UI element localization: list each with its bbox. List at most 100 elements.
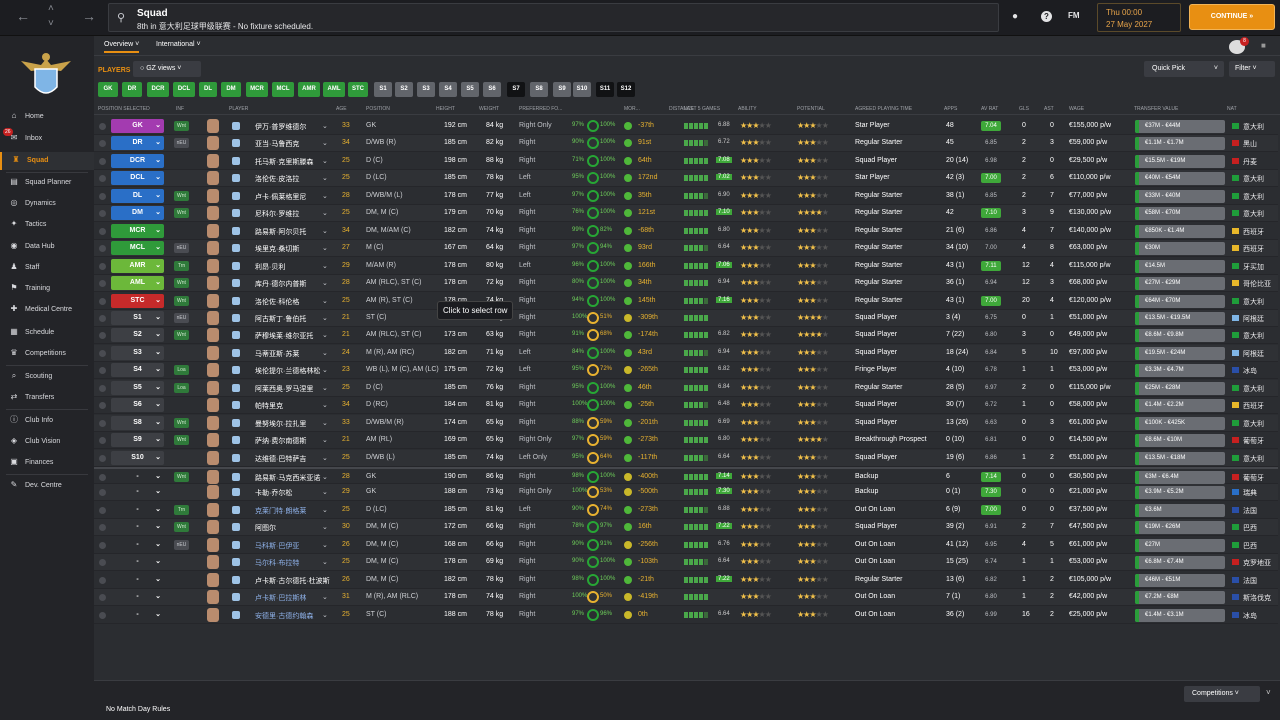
player-name[interactable]: 阿图尔 (255, 525, 276, 533)
table-row[interactable]: - ⌄ nEU 马科斯·巴伊亚 ⌄ 26 DM, M (C) 168 cm 66 kg Right… (94, 537, 1278, 554)
player-name[interactable]: 萨穆埃莱·维尔亚托 (255, 333, 314, 341)
table-row[interactable]: GK ⌄ Wnt 伊万·普罗维德尔 ⌄ 33 GK 192 cm 84 kg Right Only… (94, 118, 1278, 135)
row-select-checkbox[interactable] (99, 140, 106, 148)
row-select-checkbox[interactable] (99, 454, 106, 462)
player-name[interactable]: 克莱门特·朗格莱 (255, 507, 307, 515)
row-select-checkbox[interactable] (99, 367, 106, 375)
column-header[interactable]: DISTANCE (669, 106, 694, 112)
sidebar-item-dynamics[interactable]: ◎ Dynamics (0, 195, 94, 213)
chevron-down-icon[interactable]: ⌄ (322, 524, 328, 532)
column-header[interactable]: GLS (1019, 106, 1030, 112)
position-selected-dropdown[interactable]: - ⌄ (111, 470, 164, 484)
table-row[interactable]: STC ⌄ Wnt 洛伦佐·科伦格 ⌄ 25 AM (R), ST (C) 178 cm 74 … (94, 293, 1278, 310)
chevron-down-icon[interactable]: ⌄ (322, 349, 328, 357)
chevron-down-icon[interactable]: ⌄ (322, 419, 328, 427)
row-select-checkbox[interactable] (99, 280, 106, 288)
table-row[interactable]: - ⌄ 安德里·古德约翰森 ⌄ 25 ST (C) 188 cm 78 kg Right 97% 9… (94, 607, 1278, 624)
chevron-down-icon[interactable]: ⌄ (322, 123, 328, 130)
position-selected-dropdown[interactable]: AML ⌄ (111, 276, 164, 291)
player-name[interactable]: 卢卡·佩莱格里尼 (255, 193, 307, 201)
row-select-checkbox[interactable] (99, 123, 106, 130)
position-chip[interactable]: AMR (298, 82, 320, 97)
player-name[interactable]: 路易斯·阿尔贝托 (255, 228, 307, 236)
sidebar-item-schedule[interactable]: ▦ Schedule (0, 324, 94, 342)
table-row[interactable]: S2 ⌄ Wnt 萨穆埃莱·维尔亚托 ⌄ 21 AM (RLC), ST (C) 173 cm… (94, 327, 1278, 345)
table-row[interactable]: - ⌄ 卡勒·乔尔松 ⌄ 29 GK 188 cm 73 kg Right Only 100% 53… (94, 484, 1278, 502)
row-select-checkbox[interactable] (99, 157, 106, 165)
chevron-down-icon[interactable]: ⌄ (322, 474, 328, 481)
back-arrow-icon[interactable]: ← (16, 8, 30, 24)
player-name[interactable]: 尼科尔·罗维拉 (255, 211, 300, 219)
table-row[interactable]: AMR ⌄ Trn 利昂·贝利 ⌄ 29 M/AM (R) 178 cm 80 kg Left 96… (94, 258, 1278, 275)
player-name[interactable]: 阿古斯丁·鲁伯托 (255, 315, 307, 323)
position-chip[interactable]: S8 (530, 82, 548, 97)
position-chip[interactable]: STC (348, 82, 368, 97)
table-row[interactable]: DR ⌄ nEU 亚当·马鲁西克 ⌄ 34 D/WB (R) 185 cm 82 kg Right… (94, 135, 1278, 153)
chevron-down-icon[interactable]: ˅ (48, 18, 54, 29)
help-icon[interactable]: ? (1041, 11, 1052, 22)
player-name[interactable]: 马蒂亚斯·苏莱 (255, 350, 300, 358)
table-row[interactable]: MCL ⌄ nEU 埃里克·桑切斯 ⌄ 27 M (C) 167 cm 64 kg Right 97… (94, 240, 1278, 258)
sidebar-item-squad[interactable]: ♜ Squad (0, 152, 94, 170)
column-header[interactable]: AST (1044, 106, 1054, 112)
chevron-down-icon[interactable]: ⌄ (322, 140, 328, 148)
row-select-checkbox[interactable] (99, 489, 106, 497)
lock-icon[interactable]: ■ (1261, 41, 1266, 50)
table-row[interactable]: S8 ⌄ Wnt 曼努埃尔·拉扎里 ⌄ 33 D/WB/M (R) 174 cm 65 kg Ri… (94, 414, 1278, 432)
table-row[interactable]: - ⌄ Wnt 路易斯·马克西米亚诺 ⌄ 28 GK 190 cm 86 kg Right 98% 1… (94, 467, 1278, 484)
table-row[interactable]: S5 ⌄ Loa 阿莱西奥·罗马涅里 ⌄ 25 D (C) 185 cm 76 kg Right 9… (94, 379, 1278, 397)
competitions-dropdown[interactable]: Competitions ˅ (1184, 686, 1260, 702)
player-name[interactable]: 卢卡斯·巴拉斯林 (255, 595, 307, 603)
column-header[interactable]: LAST 5 GAMES (684, 106, 721, 112)
position-selected-dropdown[interactable]: S10 ⌄ (111, 450, 164, 465)
row-select-checkbox[interactable] (99, 437, 106, 445)
chevron-down-icon[interactable]: ⌄ (322, 175, 328, 183)
chevron-down-icon[interactable]: ⌄ (322, 489, 328, 497)
position-chip[interactable]: S3 (417, 82, 435, 97)
table-row[interactable]: MCR ⌄ 路易斯·阿尔贝托 ⌄ 34 DM, M/AM (C) 182 cm 74 kg Ri… (94, 223, 1278, 240)
player-name[interactable]: 帕特里克 (255, 403, 283, 411)
position-chip[interactable]: S6 (483, 82, 501, 97)
position-selected-dropdown[interactable]: DCL ⌄ (111, 171, 164, 186)
position-selected-dropdown[interactable]: STC ⌄ (111, 293, 164, 308)
column-header[interactable]: TRANSFER VALUE (1134, 106, 1179, 112)
player-name[interactable]: 库丹·德尔内普斯 (255, 281, 307, 289)
player-name[interactable]: 埃伦提尔·兰德格林松 (255, 368, 321, 376)
player-name[interactable]: 马科斯·巴伊亚 (255, 542, 300, 550)
column-header[interactable]: NAT (1227, 106, 1237, 112)
table-row[interactable]: S3 ⌄ 马蒂亚斯·苏莱 ⌄ 24 M (R), AM (RC) 182 cm 71 kg Le… (94, 344, 1278, 362)
position-selected-dropdown[interactable]: DCR ⌄ (111, 153, 164, 168)
row-select-checkbox[interactable] (99, 541, 106, 549)
player-name[interactable]: 安德里·古德约翰森 (255, 612, 314, 620)
chevron-down-icon[interactable]: ⌄ (322, 384, 328, 392)
position-selected-dropdown[interactable]: MCL ⌄ (111, 241, 164, 256)
player-name[interactable]: 托马斯·克里斯滕森 (255, 158, 314, 166)
chevron-down-icon[interactable]: ⌄ (322, 559, 328, 567)
row-select-checkbox[interactable] (99, 349, 106, 357)
position-selected-dropdown[interactable]: - ⌄ (111, 608, 164, 622)
sidebar-item-inbox[interactable]: ✉ Inbox 26 (0, 128, 94, 148)
position-chip[interactable]: GK (98, 82, 118, 97)
chevron-down-icon[interactable]: ⌄ (322, 314, 328, 322)
table-row[interactable]: DL ⌄ Wnt 卢卡·佩莱格里尼 ⌄ 28 D/WB/M (L) 178 cm 77 kg Le… (94, 188, 1278, 205)
table-row[interactable]: S6 ⌄ 帕特里克 ⌄ 34 D (RC) 184 cm 81 kg Right 100% 100%… (94, 397, 1278, 415)
position-chip[interactable]: MCR (246, 82, 268, 97)
chevron-down-icon[interactable]: ⌄ (322, 297, 328, 305)
position-selected-dropdown[interactable]: DR ⌄ (111, 136, 164, 151)
table-row[interactable]: S4 ⌄ Loa 埃伦提尔·兰德格林松 ⌄ 23 WB (L), M (C), AM (LC… (94, 362, 1278, 380)
table-row[interactable]: - ⌄ Wnt 阿图尔 ⌄ 30 DM, M (C) 172 cm 66 kg Right 78% 9… (94, 519, 1278, 537)
position-selected-dropdown[interactable]: - ⌄ (111, 538, 164, 552)
column-header[interactable]: WAGE (1069, 106, 1085, 112)
column-header[interactable]: PREFERRED FO... (519, 106, 563, 112)
column-header[interactable]: AGE (336, 106, 347, 112)
chevron-down-icon[interactable]: ⌄ (322, 157, 328, 165)
sidebar-item-staff[interactable]: ♟ Staff (0, 259, 94, 277)
column-header[interactable]: POTENTIAL (797, 106, 825, 112)
position-chip[interactable]: S1 (374, 82, 392, 97)
position-selected-dropdown[interactable]: S5 ⌄ (111, 380, 164, 395)
position-chip[interactable]: DCL (173, 82, 195, 97)
player-name[interactable]: 洛伦佐·皮洛拉 (255, 176, 300, 184)
position-selected-dropdown[interactable]: AMR ⌄ (111, 258, 164, 273)
player-name[interactable]: 路易斯·马克西米亚诺 (255, 475, 321, 482)
